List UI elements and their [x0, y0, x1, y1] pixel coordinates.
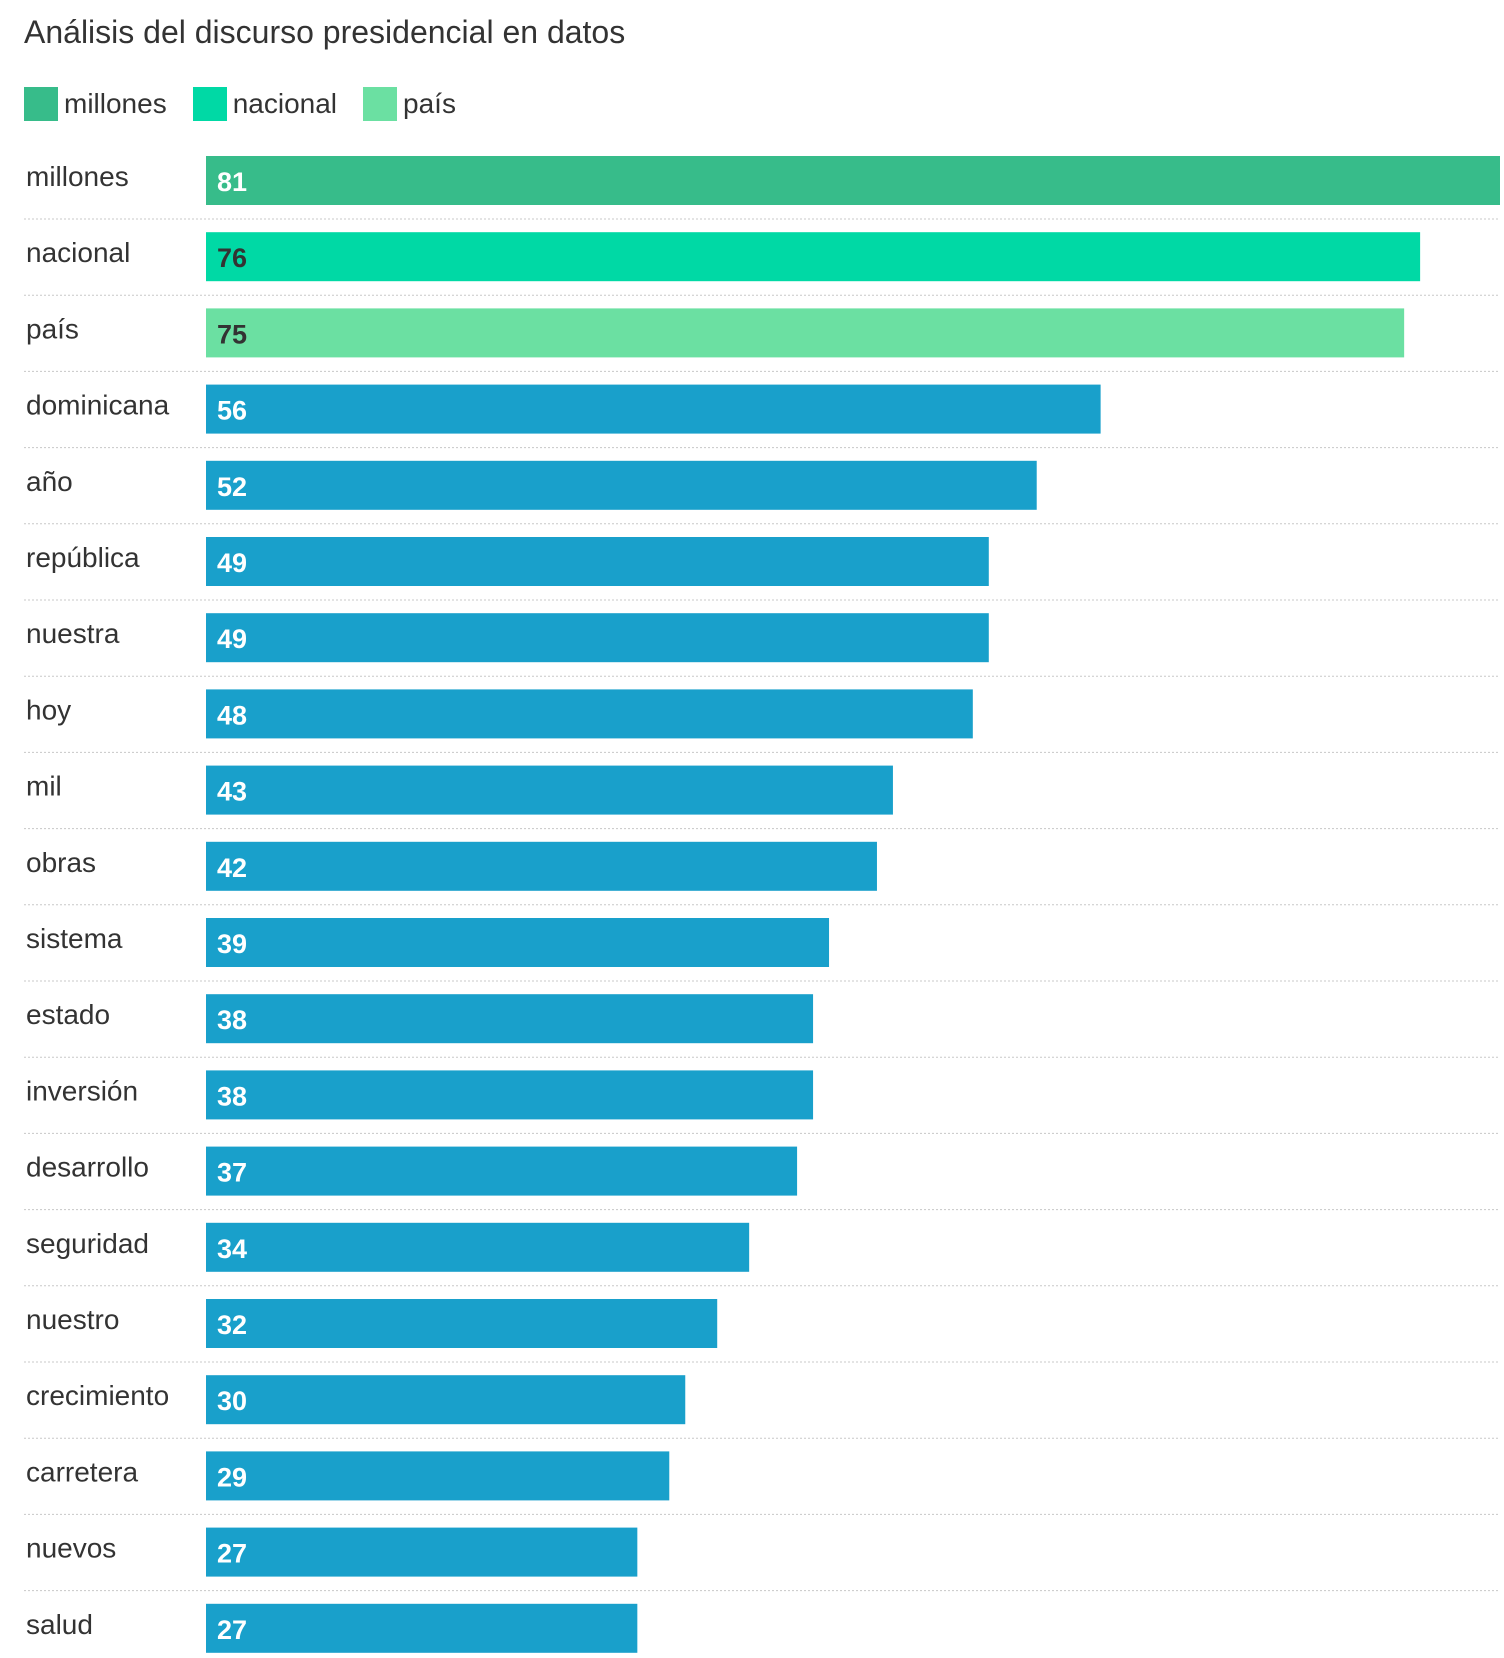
category-label: nuestro: [26, 1304, 119, 1335]
value-label: 49: [217, 624, 247, 654]
category-label: hoy: [26, 694, 71, 725]
value-label: 48: [217, 700, 247, 730]
value-label: 38: [217, 1005, 247, 1035]
bar-nuestro[interactable]: [206, 1299, 718, 1348]
legend-item-pais[interactable]: país: [363, 87, 456, 121]
bar-año[interactable]: [206, 460, 1037, 510]
value-label: 34: [217, 1234, 247, 1264]
value-label: 39: [217, 929, 247, 959]
value-label: 56: [217, 396, 247, 426]
legend-item-millones[interactable]: millones: [24, 87, 167, 121]
legend-label: país: [403, 88, 456, 119]
category-label: estado: [26, 999, 110, 1030]
category-label: seguridad: [26, 1228, 149, 1259]
category-label: nacional: [26, 237, 130, 268]
value-label: 30: [217, 1386, 247, 1416]
legend-item-nacional[interactable]: nacional: [192, 87, 338, 121]
value-label: 27: [217, 1539, 247, 1569]
legend: millones nacional país: [24, 86, 482, 122]
bar-inversión[interactable]: [206, 1070, 814, 1120]
category-label: sistema: [26, 923, 123, 954]
bar-crecimiento[interactable]: [206, 1375, 686, 1425]
category-label: carretera: [26, 1456, 138, 1487]
category-label: nuestra: [26, 618, 120, 649]
value-label: 29: [217, 1462, 247, 1492]
category-label: inversión: [26, 1075, 138, 1106]
category-label: desarrollo: [26, 1152, 149, 1183]
bar-sistema[interactable]: [206, 918, 830, 967]
bar-nacional[interactable]: [206, 232, 1421, 282]
bar-nuestra[interactable]: [206, 613, 989, 663]
category-label: salud: [26, 1609, 93, 1640]
value-label: 81: [217, 167, 247, 197]
category-label: dominicana: [26, 390, 170, 421]
legend-swatch-pais: [363, 87, 398, 121]
category-label: mil: [26, 771, 62, 802]
bar-república[interactable]: [206, 537, 989, 586]
bar-dominicana[interactable]: [206, 384, 1101, 434]
value-label: 49: [217, 548, 247, 578]
value-label: 27: [217, 1615, 247, 1645]
chart-title: Análisis del discurso presidencial en da…: [24, 14, 626, 50]
value-label: 75: [217, 319, 247, 349]
category-label: obras: [26, 847, 96, 878]
legend-label: nacional: [232, 88, 338, 119]
bar-millones[interactable]: [206, 156, 1500, 205]
category-label: nuevos: [26, 1533, 116, 1564]
value-label: 52: [217, 472, 247, 502]
bar-obras[interactable]: [206, 841, 877, 891]
bar-hoy[interactable]: [206, 689, 973, 739]
bar-nuevos[interactable]: [206, 1527, 638, 1577]
value-label: 42: [217, 853, 247, 883]
value-label: 37: [217, 1158, 247, 1188]
bar-salud[interactable]: [206, 1603, 638, 1653]
category-label: millones: [26, 161, 129, 192]
value-label: 38: [217, 1081, 247, 1111]
legend-label: millones: [64, 88, 167, 119]
category-label: crecimiento: [26, 1380, 169, 1411]
bar-país[interactable]: [206, 308, 1405, 358]
bar-seguridad[interactable]: [206, 1222, 750, 1272]
bar-mil[interactable]: [206, 765, 893, 815]
bar-desarrollo[interactable]: [206, 1146, 798, 1196]
category-label: año: [26, 466, 73, 497]
bar-carretera[interactable]: [206, 1451, 670, 1501]
legend-swatch-millones: [24, 87, 58, 121]
value-label: 43: [217, 777, 247, 807]
value-label: 32: [217, 1310, 247, 1340]
value-label: 76: [217, 243, 247, 273]
category-label: país: [26, 313, 79, 344]
legend-swatch-nacional: [192, 87, 227, 121]
bar-estado[interactable]: [206, 994, 814, 1044]
category-label: república: [26, 542, 140, 573]
